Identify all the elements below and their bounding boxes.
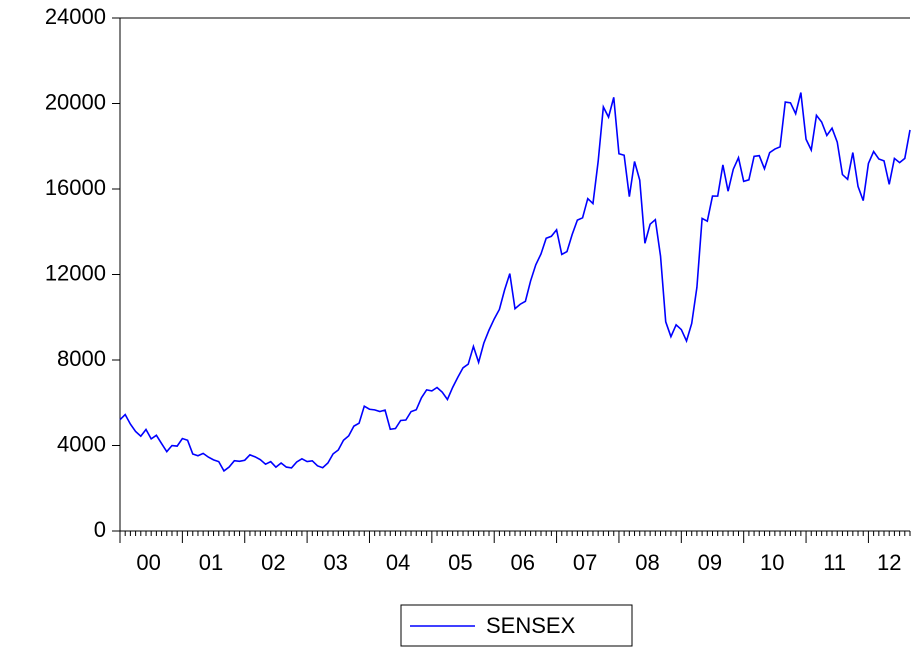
y-tick-label: 0 (94, 517, 106, 542)
x-tick-label: 06 (511, 550, 535, 575)
x-tick-label: 07 (573, 550, 597, 575)
x-tick-label: 00 (136, 550, 160, 575)
data-line (119, 92, 911, 473)
x-tick-label: 05 (448, 550, 472, 575)
x-tick-label: 11 (823, 550, 846, 575)
x-tick-label: 12 (877, 550, 901, 575)
x-tick-label: 09 (698, 550, 722, 575)
x-tick-label: 01 (199, 550, 223, 575)
y-tick-label: 8000 (57, 346, 106, 371)
x-tick-label: 02 (261, 550, 285, 575)
x-tick-label: 03 (323, 550, 347, 575)
y-tick-label: 4000 (57, 431, 106, 456)
x-tick-label: 10 (760, 550, 784, 575)
y-tick-label: 24000 (45, 4, 106, 29)
x-tick-label: 08 (635, 550, 659, 575)
y-tick-label: 20000 (45, 89, 106, 114)
y-tick-label: 16000 (45, 175, 106, 200)
y-tick-label: 12000 (45, 260, 106, 285)
x-tick-label: 04 (386, 550, 410, 575)
legend-label: SENSEX (486, 613, 576, 638)
